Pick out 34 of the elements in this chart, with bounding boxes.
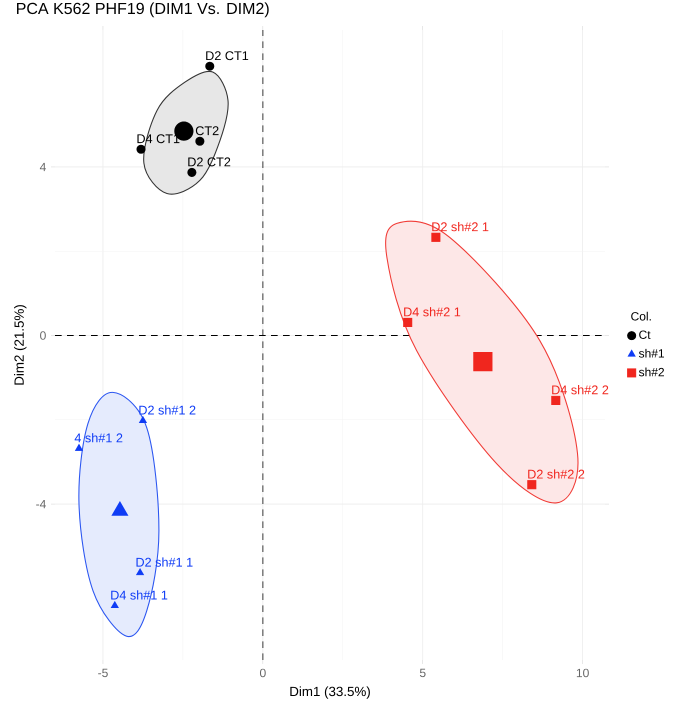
point — [110, 601, 119, 608]
legend-title: Col. — [631, 312, 651, 321]
point — [195, 136, 204, 146]
y-tick-label: 4 — [40, 162, 46, 172]
x-tick-label: -5 — [98, 668, 108, 678]
point — [205, 62, 214, 71]
data-label: 4 sh#1 2 — [74, 433, 122, 442]
point — [75, 444, 83, 451]
point — [136, 568, 144, 576]
chart-title: PCA K562 PHF19 (DIM1 Vs. DIM2) — [17, 2, 269, 18]
legend-label: sh#1 — [638, 348, 664, 358]
x-tick-label: 5 — [420, 668, 426, 678]
x-tick-label: 0 — [260, 668, 266, 678]
point — [473, 352, 492, 372]
y-tick-label: -4 — [36, 500, 46, 508]
data-label: D4 sh#2 1 — [404, 307, 460, 316]
point — [527, 480, 536, 490]
point — [431, 232, 440, 242]
point — [403, 318, 412, 327]
data-label: CT2 — [196, 126, 219, 136]
data-label: D2 sh#1 2 — [139, 405, 196, 415]
point — [187, 168, 196, 177]
data-label: D2 CT1 — [206, 51, 248, 60]
x-tick-label: 10 — [576, 668, 589, 678]
data-label: D2 sh#2 2 — [528, 469, 584, 479]
y-tick-label: 0 — [40, 331, 46, 340]
legend-label: Ct — [639, 330, 650, 339]
point — [138, 416, 147, 424]
point — [136, 144, 146, 154]
data-label: D2 sh#2 1 — [432, 222, 488, 232]
point — [551, 396, 560, 405]
x-axis-title: Dim1 (33.5%) — [290, 686, 370, 699]
y-axis-title: Dim2 (21.5%) — [14, 305, 26, 385]
legend-label: sh#2 — [638, 368, 664, 376]
